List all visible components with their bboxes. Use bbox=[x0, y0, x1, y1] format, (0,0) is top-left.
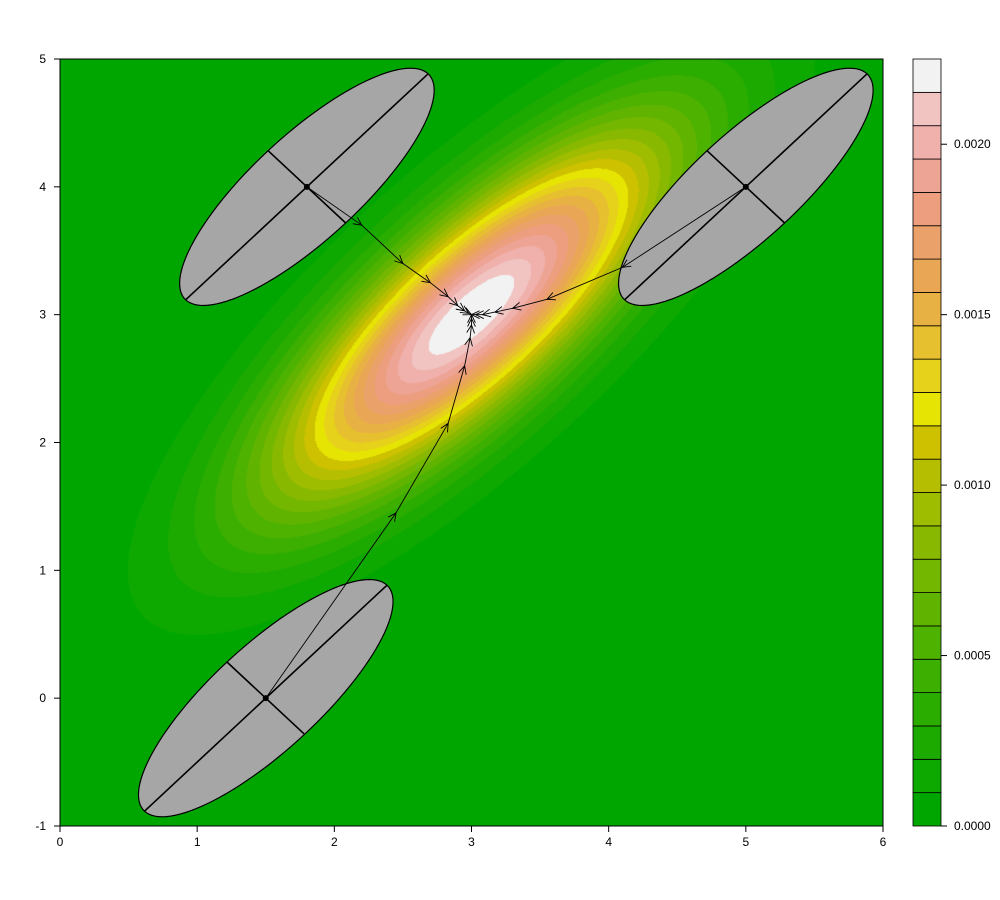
y-axis: -1 0 1 2 3 4 5 bbox=[35, 52, 61, 833]
colorbar-band bbox=[912, 525, 942, 560]
colorbar-band bbox=[912, 58, 942, 93]
path-segment bbox=[464, 337, 471, 366]
path-segment bbox=[469, 324, 472, 338]
path-segment bbox=[402, 263, 431, 284]
path-arrowhead bbox=[467, 317, 476, 327]
x-tick-label: 4 bbox=[605, 835, 612, 849]
colorbar-band bbox=[912, 158, 942, 193]
x-tick-label: 0 bbox=[57, 835, 64, 849]
path-segment bbox=[622, 186, 747, 268]
path-segment bbox=[546, 266, 623, 300]
colorbar-band bbox=[912, 692, 942, 727]
colorbar-band bbox=[912, 125, 942, 160]
colorbar-band bbox=[912, 658, 942, 694]
path-arrowhead bbox=[421, 274, 432, 284]
colorbar-tick-label: 0.0015 bbox=[954, 308, 991, 322]
path-segment bbox=[395, 423, 449, 514]
start-points bbox=[262, 183, 749, 702]
colorbar-band bbox=[912, 725, 942, 760]
colorbar-tick-label: 0.0010 bbox=[954, 478, 991, 492]
y-tick-label: 2 bbox=[39, 436, 46, 450]
start-point bbox=[262, 695, 269, 702]
y-tick-label: 3 bbox=[39, 308, 46, 322]
path-segment bbox=[306, 186, 363, 226]
path-arrowhead bbox=[449, 297, 459, 307]
x-tick-label: 3 bbox=[468, 835, 475, 849]
colorbar-band bbox=[912, 492, 942, 527]
colorbar-band bbox=[912, 558, 942, 593]
path-arrowhead bbox=[545, 292, 556, 301]
path-arrowhead bbox=[467, 313, 476, 323]
colorbar-band bbox=[912, 425, 942, 460]
colorbar-tick-label: 0.0000 bbox=[954, 819, 991, 833]
path-segment bbox=[447, 365, 466, 424]
colorbar-tick-label: 0.0020 bbox=[954, 137, 991, 151]
x-tick-label: 6 bbox=[880, 835, 887, 849]
path-segment bbox=[430, 282, 449, 298]
x-tick-label: 1 bbox=[194, 835, 201, 849]
path-segment bbox=[457, 305, 465, 312]
colorbar-band bbox=[912, 758, 942, 794]
colorbar-band bbox=[912, 592, 942, 627]
y-tick-label: 4 bbox=[39, 180, 46, 194]
colorbar-band bbox=[912, 325, 942, 360]
path-segment bbox=[482, 311, 495, 316]
path-segment bbox=[494, 307, 513, 313]
colorbar-band bbox=[912, 91, 942, 127]
colorbar-band bbox=[912, 458, 942, 493]
y-tick-label: 5 bbox=[39, 52, 46, 66]
x-tick-label: 5 bbox=[742, 835, 749, 849]
convergence-path bbox=[470, 186, 747, 319]
x-axis: 0 1 2 3 4 5 6 bbox=[57, 825, 887, 849]
path-segment bbox=[265, 512, 397, 699]
convergence-path bbox=[265, 313, 476, 699]
colorbar-band bbox=[912, 225, 942, 260]
y-tick-label: 1 bbox=[39, 563, 46, 577]
path-segment bbox=[447, 296, 459, 307]
colorbar-band bbox=[912, 292, 942, 327]
convergence-paths bbox=[265, 186, 747, 699]
path-segment bbox=[512, 298, 548, 309]
x-tick-label: 2 bbox=[331, 835, 338, 849]
colorbar-band bbox=[912, 392, 942, 427]
colorbar-band bbox=[912, 358, 942, 393]
colorbar: 0.0000 0.0005 0.0010 0.0015 0.0020 bbox=[912, 58, 991, 833]
start-point bbox=[742, 183, 749, 190]
colorbar-band bbox=[912, 191, 942, 227]
y-tick-label: 0 bbox=[39, 691, 46, 705]
start-point bbox=[303, 183, 310, 190]
colorbar-band bbox=[912, 792, 942, 827]
path-segment bbox=[361, 224, 404, 264]
colorbar-band bbox=[912, 625, 942, 660]
colorbar-tick-label: 0.0005 bbox=[954, 649, 991, 663]
colorbar-band bbox=[912, 258, 942, 293]
path-arrowhead bbox=[464, 336, 473, 347]
y-tick-label: -1 bbox=[35, 819, 46, 833]
